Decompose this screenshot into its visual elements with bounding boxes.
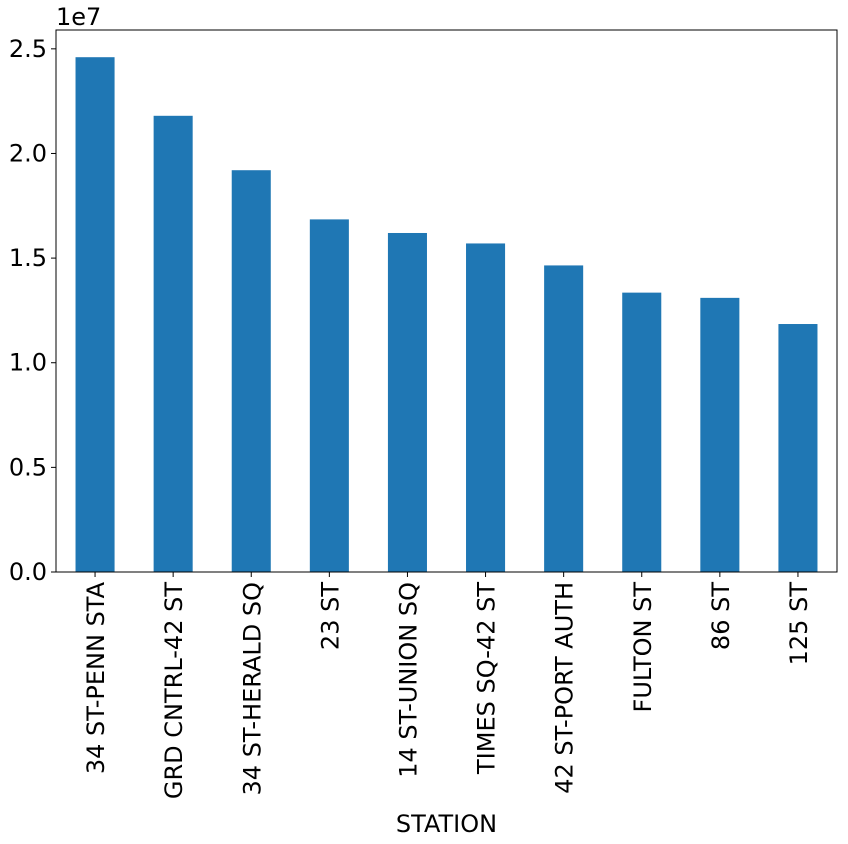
bar-9 (778, 324, 818, 572)
y-axis-offset-label: 1e7 (56, 3, 101, 31)
y-tick-label: 0.0 (9, 558, 47, 586)
bars-group (75, 57, 818, 573)
bar-2 (231, 170, 271, 572)
x-tick-label: 23 ST (316, 582, 344, 650)
x-tick-label: FULTON ST (629, 582, 657, 713)
x-tick-label: 14 ST-UNION SQ (394, 582, 422, 778)
bar-6 (544, 265, 584, 572)
x-tick-label: 34 ST-PENN STA (82, 581, 110, 774)
bar-7 (622, 292, 662, 572)
x-tick-label: TIMES SQ-42 ST (473, 582, 501, 775)
x-axis-title: STATION (396, 810, 497, 838)
bar-5 (466, 243, 506, 573)
x-tick-label: 34 ST-HERALD SQ (238, 582, 266, 795)
bar-0 (75, 57, 115, 572)
bar-1 (153, 115, 193, 572)
y-tick-label: 1.0 (9, 349, 47, 377)
x-axis-ticks: 34 ST-PENN STA GRD CNTRL-42 ST 34 ST-HERAL… (82, 572, 813, 799)
bar-3 (309, 219, 349, 572)
x-tick-label: 42 ST-PORT AUTH (551, 582, 579, 794)
bar-4 (387, 232, 427, 573)
y-axis-ticks: 0.0 0.5 1.0 1.5 2.0 2.5 (9, 35, 56, 586)
x-tick-label: 125 ST (785, 582, 813, 666)
x-tick-label: GRD CNTRL-42 ST (160, 582, 188, 799)
y-tick-label: 1.5 (9, 244, 47, 272)
y-tick-label: 2.0 (9, 139, 47, 167)
bar-8 (700, 297, 740, 572)
y-tick-label: 2.5 (9, 35, 47, 63)
plot-frame (55, 29, 838, 573)
y-tick-label: 0.5 (9, 453, 47, 481)
x-tick-label: 86 ST (707, 582, 735, 650)
